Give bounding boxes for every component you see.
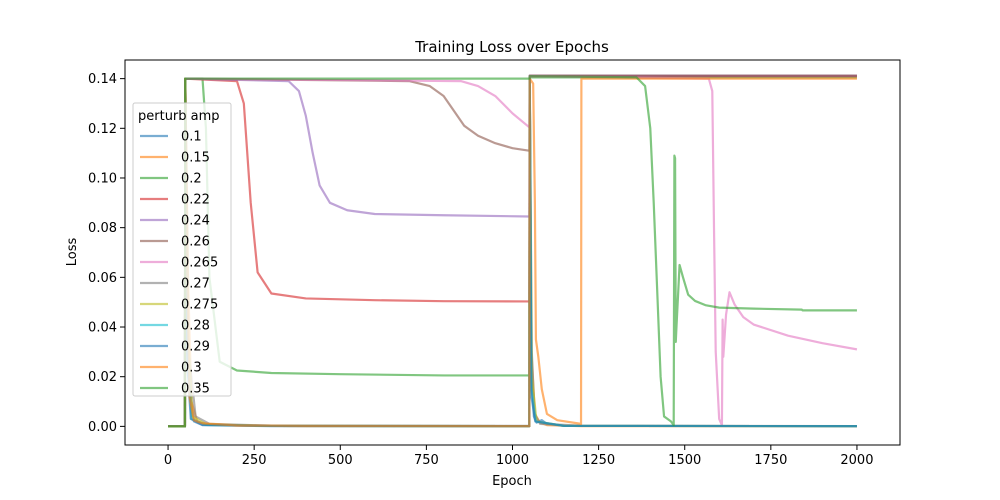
x-tick-label: 1750 [754, 453, 787, 468]
x-axis: 0 250 500 750 1000 1250 1500 1750 2000 [164, 445, 873, 468]
series-line-0.265 [168, 75, 858, 428]
legend-box [132, 102, 232, 397]
y-tick-label: 0.14 [88, 72, 117, 87]
series-line-0.35 [168, 75, 857, 428]
legend-label: 0.26 [181, 235, 210, 250]
legend-label: 0.28 [181, 319, 210, 334]
y-tick-label: 0.04 [88, 321, 117, 336]
y-tick-label: 0.06 [88, 271, 117, 286]
y-tick-label: 0.00 [88, 420, 117, 435]
y-axis: 0.00 0.02 0.04 0.06 0.08 0.10 0.12 0.14 [88, 72, 125, 435]
x-tick-label: 250 [242, 453, 267, 468]
y-axis-label: Loss [65, 238, 80, 267]
legend-label: 0.15 [181, 151, 210, 166]
legend-label: 0.24 [181, 214, 210, 229]
legend-title: perturb amp [138, 109, 220, 124]
legend-label: 0.265 [181, 256, 218, 271]
legend-label: 0.275 [181, 298, 218, 313]
x-tick-label: 500 [328, 453, 353, 468]
y-tick-label: 0.02 [88, 370, 117, 385]
legend-label: 0.29 [181, 340, 210, 355]
x-tick-label: 2000 [840, 453, 873, 468]
legend-label: 0.35 [181, 382, 210, 397]
legend-label: 0.27 [181, 277, 210, 292]
legend-label: 0.22 [181, 193, 210, 208]
legend: perturb amp 0.1 0.15 0.2 0.22 0.24 0.26 0.265 0.… [132, 102, 232, 397]
x-tick-label: 1500 [668, 453, 701, 468]
x-tick-label: 1250 [582, 453, 615, 468]
legend-label: 0.2 [181, 172, 202, 187]
legend-label: 0.3 [181, 361, 202, 376]
x-tick-label: 0 [164, 453, 172, 468]
y-tick-label: 0.10 [88, 171, 117, 186]
y-tick-label: 0.08 [88, 221, 117, 236]
legend-label: 0.1 [181, 130, 202, 145]
y-tick-label: 0.12 [88, 122, 117, 137]
x-tick-label: 1000 [496, 453, 529, 468]
x-tick-label: 750 [414, 453, 439, 468]
chart-title: Training Loss over Epochs [414, 38, 609, 56]
x-axis-label: Epoch [492, 474, 532, 489]
